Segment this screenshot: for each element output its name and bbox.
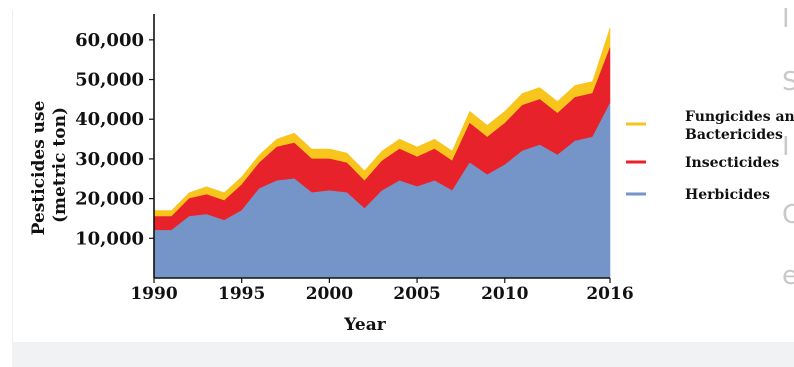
side-glyph-3: I — [782, 132, 790, 162]
x-tick-label: 2010 — [481, 284, 528, 304]
x-tick-label: 2016 — [586, 284, 633, 304]
side-glyph-1: I — [782, 4, 790, 34]
y-tick-label: 60,000 — [75, 30, 144, 51]
tick-labels: 10,000 20,000 30,000 40,000 50,000 60,000 1990… — [75, 30, 634, 304]
x-tick-label: 2005 — [393, 284, 440, 304]
legend-label-herbicides: Herbicides — [685, 187, 770, 203]
x-tick-label: 1990 — [130, 284, 177, 304]
series-areas — [153, 27, 611, 279]
y-tick-label: 20,000 — [75, 189, 144, 210]
y-axis-title-line-2: (metric ton) — [50, 107, 70, 223]
y-tick-label: 50,000 — [75, 70, 144, 91]
y-axis-title: Pesticides use (metric ton) — [29, 95, 70, 236]
side-glyph-2: S — [782, 67, 794, 97]
x-axis-title: Year — [343, 315, 386, 335]
legend-label-insecticides: Insecticides — [685, 155, 779, 171]
y-tick-label: 30,000 — [75, 149, 144, 170]
bottom-band — [12, 342, 794, 367]
x-tick-label: 2000 — [306, 284, 353, 304]
legend-label-fungicides-line-2: Bactericides — [685, 127, 783, 143]
axes — [153, 14, 610, 279]
y-axis-title-line-1: Pesticides use — [29, 100, 49, 235]
panel-edge — [12, 10, 13, 342]
x-tick-label: 1995 — [218, 284, 265, 304]
legend-label-fungicides-line-1: Fungicides and — [685, 109, 794, 125]
y-tick-label: 10,000 — [75, 228, 144, 249]
y-tick-label: 40,000 — [75, 109, 144, 130]
side-glyph-5: e — [782, 261, 794, 291]
legend: Fungicides and Bactericides Insecticides… — [626, 109, 794, 203]
side-glyph-4: C — [782, 200, 794, 230]
